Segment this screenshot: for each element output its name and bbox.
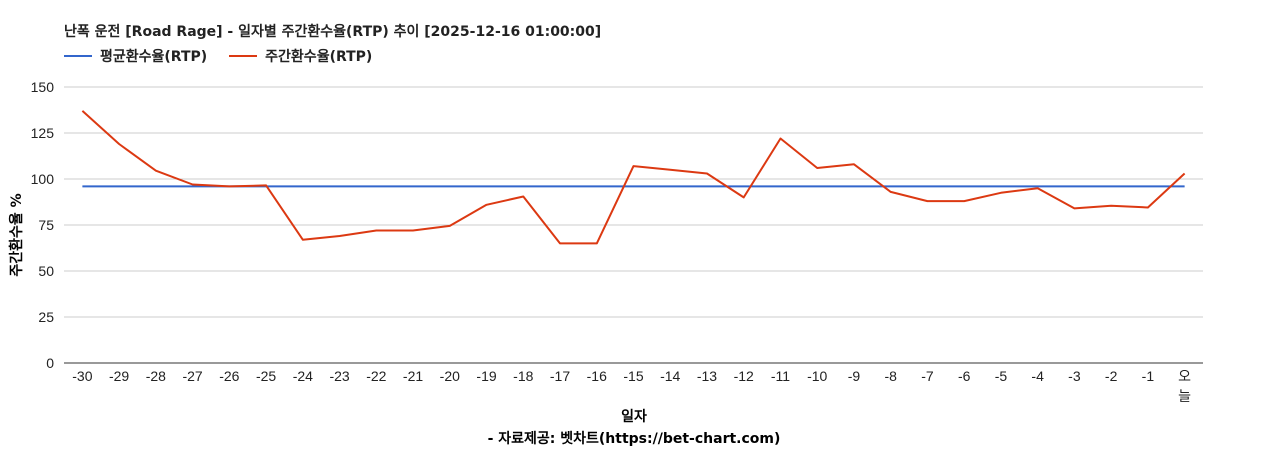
- x-tick-label: -2: [1105, 368, 1118, 384]
- x-tick-label: -30: [72, 368, 92, 384]
- x-tick-label: -15: [623, 368, 643, 384]
- x-tick-label: -26: [219, 368, 239, 384]
- y-tick-label: 125: [31, 125, 55, 141]
- x-tick-label: 오: [1178, 368, 1191, 384]
- x-tick-label: -9: [848, 368, 861, 384]
- x-tick-label: -24: [293, 368, 313, 384]
- legend-swatch-weekly: [229, 55, 258, 57]
- y-tick-label: 100: [31, 171, 55, 187]
- x-tick-label: -14: [660, 368, 680, 384]
- y-tick-label: 50: [38, 263, 54, 279]
- source-note: - 자료제공: 벳차트(https://bet-chart.com): [487, 431, 781, 447]
- x-tick-label: -10: [807, 368, 827, 384]
- legend-item-average[interactable]: 평균환수율(RTP): [64, 46, 207, 66]
- x-tick-label: -7: [921, 368, 934, 384]
- x-tick-label: -22: [366, 368, 386, 384]
- x-tick-label: -23: [329, 368, 349, 384]
- x-tick-label: 늘: [1178, 388, 1191, 404]
- x-tick-label: -8: [884, 368, 897, 384]
- y-axis-label: 주간환수율 %: [9, 193, 25, 277]
- x-tick-label: -4: [1031, 368, 1044, 384]
- y-tick-label: 25: [38, 309, 54, 325]
- legend-label-average: 평균환수율(RTP): [100, 49, 208, 65]
- legend-label-weekly: 주간환수율(RTP): [265, 49, 373, 65]
- x-tick-label: -3: [1068, 368, 1081, 384]
- series-line-weekly: [81, 110, 1186, 245]
- x-tick-label: -11: [771, 368, 790, 384]
- x-tick-label: -19: [476, 368, 496, 384]
- x-tick-label: -5: [995, 368, 1008, 384]
- legend-item-weekly[interactable]: 주간환수율(RTP): [229, 46, 372, 66]
- x-tick-label: -18: [513, 368, 533, 384]
- x-tick-label: -25: [256, 368, 276, 384]
- x-tick-label: -17: [550, 368, 570, 384]
- x-tick-label: -29: [109, 368, 129, 384]
- x-axis-label: 일자: [621, 409, 647, 425]
- chart-title: 난폭 운전 [Road Rage] - 일자별 주간환수율(RTP) 추이 [2…: [64, 24, 602, 40]
- y-tick-label: 150: [31, 79, 55, 95]
- x-tick-label: -12: [734, 368, 754, 384]
- x-tick-label: -6: [958, 368, 971, 384]
- x-tick-label: -20: [440, 368, 460, 384]
- legend: 평균환수율(RTP) 주간환수율(RTP): [64, 46, 372, 66]
- x-tick-label: -1: [1142, 368, 1155, 384]
- legend-swatch-average: [64, 55, 92, 57]
- x-tick-label: -16: [587, 368, 607, 384]
- x-tick-label: -28: [146, 368, 166, 384]
- x-tick-label: -27: [182, 368, 202, 384]
- x-tick-label: -13: [697, 368, 717, 384]
- y-tick-label: 75: [38, 217, 54, 233]
- y-tick-label: 0: [46, 355, 54, 371]
- x-tick-label: -21: [403, 368, 423, 384]
